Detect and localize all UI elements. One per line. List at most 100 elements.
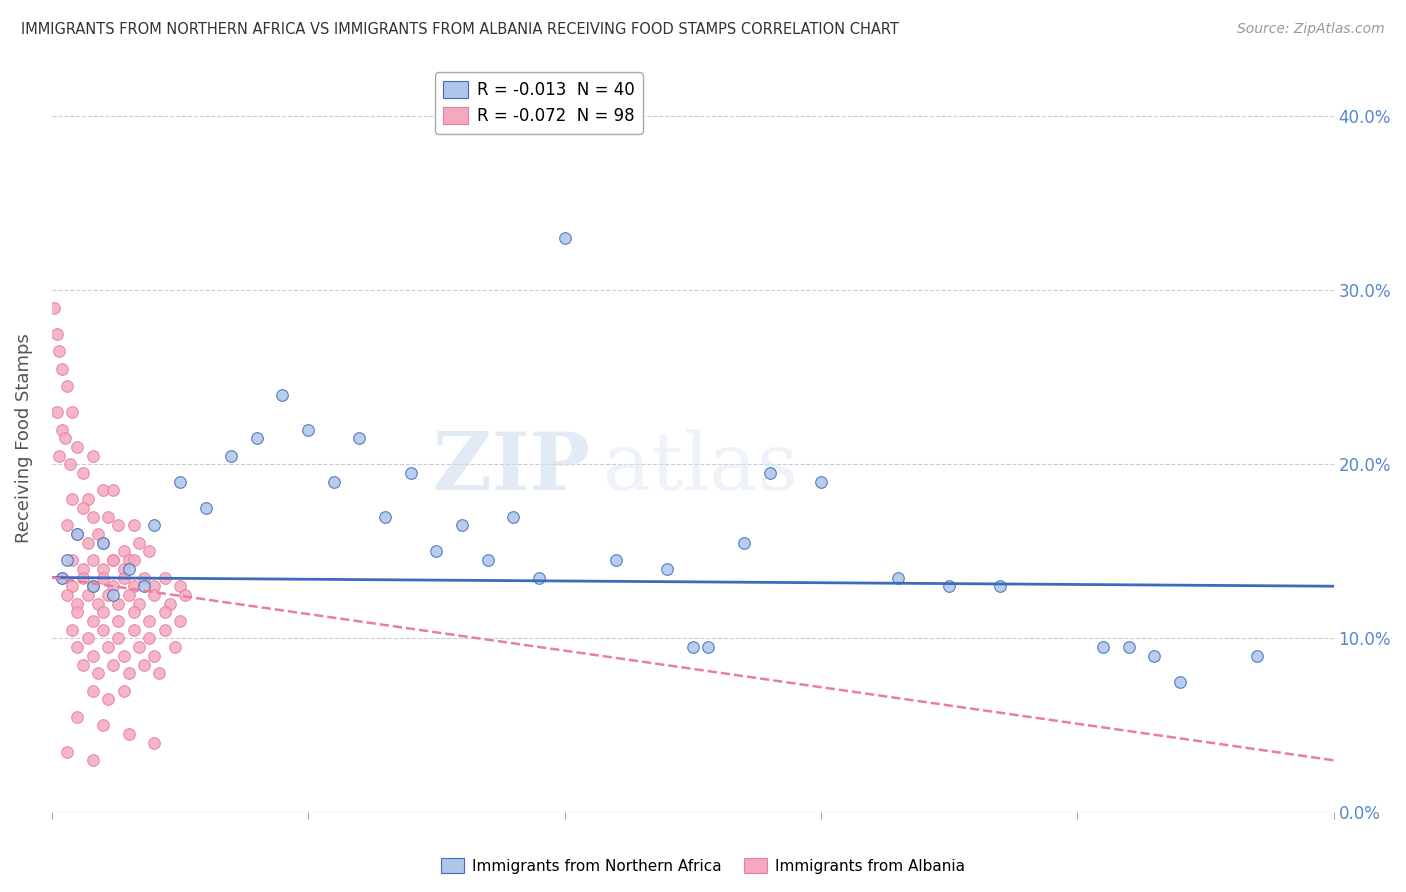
Point (502, 509, 524, 524)
Point (72, 570, 94, 584)
Point (122, 579, 145, 593)
Text: ZIP: ZIP (433, 429, 591, 508)
Point (91, 535, 114, 549)
Point (733, 535, 755, 549)
Point (169, 614, 191, 628)
Point (48, 344, 70, 359)
Point (122, 623, 145, 637)
Point (82, 648, 104, 663)
Point (118, 553, 141, 567)
Point (118, 727, 141, 741)
Y-axis label: Receiving Food Stamps: Receiving Food Stamps (15, 334, 32, 543)
Point (112, 683, 135, 698)
Point (107, 597, 129, 611)
Point (153, 605, 176, 619)
Point (91, 605, 114, 619)
Point (53, 431, 76, 445)
Point (56, 745, 79, 759)
Point (153, 623, 176, 637)
Point (143, 579, 166, 593)
Point (97, 509, 120, 524)
Point (76, 492, 98, 507)
Point (51, 570, 73, 584)
Point (82, 509, 104, 524)
Point (138, 544, 160, 558)
Point (91, 562, 114, 576)
Point (103, 553, 125, 567)
Point (118, 562, 141, 576)
Point (72, 562, 94, 576)
Point (97, 692, 120, 706)
Point (82, 449, 104, 463)
Point (103, 483, 125, 498)
Point (59, 458, 82, 472)
Point (82, 614, 104, 628)
Point (103, 588, 125, 602)
Point (887, 570, 910, 584)
Point (82, 753, 104, 767)
Point (605, 553, 627, 567)
Point (72, 500, 94, 515)
Point (107, 518, 129, 533)
Point (143, 648, 166, 663)
Point (91, 570, 114, 584)
Point (45, 405, 67, 419)
Legend: R = -0.013  N = 40, R = -0.072  N = 98: R = -0.013 N = 40, R = -0.072 N = 98 (434, 72, 643, 134)
Point (1118, 640, 1140, 654)
Point (194, 500, 217, 515)
Point (66, 527, 89, 541)
Point (56, 518, 79, 533)
Point (66, 527, 89, 541)
Point (97, 640, 120, 654)
Point (938, 579, 960, 593)
Point (1091, 640, 1114, 654)
Point (169, 579, 191, 593)
Point (758, 466, 780, 480)
Point (655, 562, 678, 576)
Point (66, 440, 89, 454)
Point (107, 614, 129, 628)
Point (138, 614, 160, 628)
Point (60, 579, 83, 593)
Point (132, 579, 155, 593)
Point (112, 562, 135, 576)
Point (132, 657, 155, 672)
Point (174, 588, 197, 602)
Point (1168, 675, 1191, 690)
Point (128, 640, 150, 654)
Point (153, 570, 176, 584)
Point (87, 527, 110, 541)
Point (553, 231, 575, 245)
Point (66, 710, 89, 724)
Point (76, 632, 98, 646)
Point (122, 518, 145, 533)
Point (477, 553, 499, 567)
Point (82, 579, 104, 593)
Point (159, 597, 181, 611)
Point (810, 475, 832, 489)
Point (1246, 648, 1268, 663)
Point (132, 570, 155, 584)
Text: atlas: atlas (603, 429, 799, 508)
Point (56, 553, 79, 567)
Point (118, 666, 141, 681)
Point (76, 588, 98, 602)
Point (87, 666, 110, 681)
Point (60, 623, 83, 637)
Point (399, 466, 422, 480)
Point (112, 544, 135, 558)
Point (51, 570, 73, 584)
Point (122, 605, 145, 619)
Point (297, 423, 319, 437)
Point (103, 579, 125, 593)
Point (91, 483, 114, 498)
Point (82, 683, 104, 698)
Point (425, 544, 447, 558)
Point (112, 570, 135, 584)
Point (51, 361, 73, 376)
Point (169, 475, 191, 489)
Point (163, 640, 186, 654)
Legend: Immigrants from Northern Africa, Immigrants from Albania: Immigrants from Northern Africa, Immigra… (434, 852, 972, 880)
Point (82, 579, 104, 593)
Point (60, 405, 83, 419)
